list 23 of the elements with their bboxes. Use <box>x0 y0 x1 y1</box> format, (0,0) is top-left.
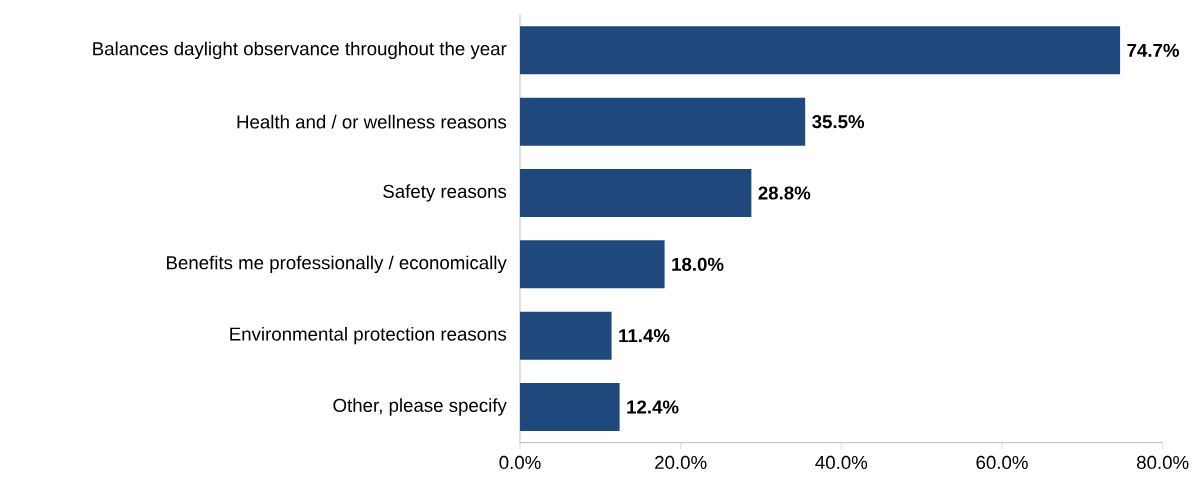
data-label: 12.4% <box>627 400 679 414</box>
y-tick-label: Other, please specify <box>333 398 507 416</box>
data-label: 74.7% <box>1127 43 1179 57</box>
y-tick-label: Balances daylight observance throughout the year <box>93 41 507 59</box>
y-tick-label: Health and / or wellness reasons <box>237 114 507 129</box>
data-label: 11.4% <box>619 328 670 343</box>
x-tick-label: 20.0% <box>655 455 707 469</box>
bar <box>520 240 665 289</box>
data-label: 18.0% <box>672 257 724 271</box>
data-label: 28.8% <box>758 186 811 200</box>
bar <box>520 311 612 360</box>
bar <box>520 168 752 217</box>
x-tick-label: 0.0% <box>499 455 541 469</box>
x-tick-label: 80.0% <box>1137 455 1189 469</box>
bar <box>520 26 1121 75</box>
x-tick-label: 60.0% <box>976 455 1028 469</box>
bar <box>520 97 806 146</box>
y-tick-label: Environmental protection reasons <box>230 326 507 345</box>
data-label: 35.5% <box>812 114 865 129</box>
y-tick-label: Safety reasons <box>383 184 507 202</box>
bar <box>520 382 620 431</box>
y-tick-label: Benefits me professionally / economically <box>167 255 507 273</box>
x-tick-label: 40.0% <box>815 455 868 469</box>
